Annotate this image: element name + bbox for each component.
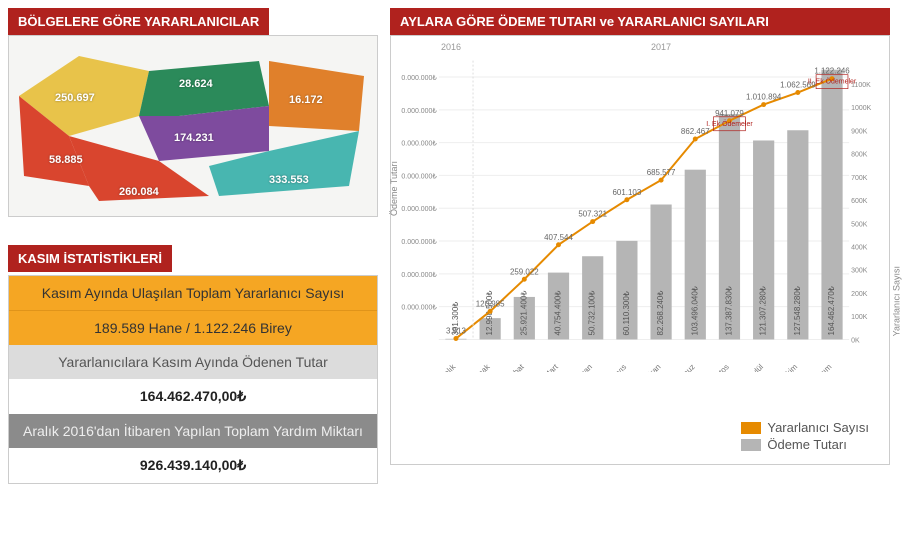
svg-text:60.110.300₺: 60.110.300₺ xyxy=(622,291,631,335)
combo-chart: 20.000.000₺ 40.000.000₺ 60.000.000₺ 80.000.… xyxy=(401,42,879,372)
svg-text:40.000.000₺: 40.000.000₺ xyxy=(401,271,437,279)
svg-text:200K: 200K xyxy=(851,291,868,298)
svg-text:120.985: 120.985 xyxy=(476,299,505,308)
line-point xyxy=(488,309,493,314)
svg-text:1000K: 1000K xyxy=(851,105,872,112)
svg-text:140.000.000₺: 140.000.000₺ xyxy=(401,107,437,115)
map-header: BÖLGELERE GÖRE YARARLANICILAR xyxy=(8,8,269,35)
line-point xyxy=(795,90,800,95)
svg-text:Şubat: Şubat xyxy=(505,362,527,372)
stats-header: KASIM İSTATİSTİKLERİ xyxy=(8,245,172,272)
svg-text:900K: 900K xyxy=(851,128,868,135)
turkey-map xyxy=(9,36,377,216)
svg-text:40.754.400₺: 40.754.400₺ xyxy=(553,291,562,336)
svg-text:3.913: 3.913 xyxy=(446,327,466,336)
svg-text:100.000.000₺: 100.000.000₺ xyxy=(401,172,437,180)
svg-text:685.577: 685.577 xyxy=(647,168,676,177)
right-column: AYLARA GÖRE ÖDEME TUTARI ve YARARLANICI … xyxy=(390,8,890,465)
legend-swatch xyxy=(741,422,761,434)
svg-text:137.387.830₺: 137.387.830₺ xyxy=(724,286,733,335)
stats-row: Yararlanıcılara Kasım Ayında Ödenen Tuta… xyxy=(9,345,377,379)
svg-text:I. Ek Ödemeler: I. Ek Ödemeler xyxy=(706,120,753,128)
stats-box: Kasım Ayında Ulaşılan Toplam Yararlanıcı… xyxy=(8,275,378,484)
svg-text:60.000.000₺: 60.000.000₺ xyxy=(401,238,437,246)
svg-text:Ekim: Ekim xyxy=(780,362,799,372)
svg-text:500K: 500K xyxy=(851,221,868,228)
line-point xyxy=(522,277,527,282)
svg-text:120.000.000₺: 120.000.000₺ xyxy=(401,140,437,148)
year-label-2017: 2017 xyxy=(651,42,671,52)
map-region-label: 16.172 xyxy=(289,94,323,106)
svg-text:600K: 600K xyxy=(851,198,868,205)
axis-label-left: Ödeme Tutarı xyxy=(389,161,399,216)
svg-text:Eylül: Eylül xyxy=(747,362,766,372)
svg-text:407.544: 407.544 xyxy=(544,233,573,242)
left-column: BÖLGELERE GÖRE YARARLANICILAR 250.697 28.… xyxy=(8,8,378,484)
svg-text:Mart: Mart xyxy=(542,362,560,372)
svg-text:127.548.280₺: 127.548.280₺ xyxy=(793,286,802,335)
map-region-label: 58.885 xyxy=(49,154,83,166)
chart-wrap: 2016 2017 Ödeme Tutarı Yararlanıcı Sayıs… xyxy=(390,35,890,465)
line-point xyxy=(453,336,458,341)
legend-label: Yararlanıcı Sayısı xyxy=(767,420,869,435)
svg-text:259.022: 259.022 xyxy=(510,267,539,276)
svg-text:80.000.000₺: 80.000.000₺ xyxy=(401,205,437,213)
line-point xyxy=(624,197,629,202)
svg-text:82.268.240₺: 82.268.240₺ xyxy=(656,291,665,336)
svg-text:862.467: 862.467 xyxy=(681,127,710,136)
svg-text:Ocak: Ocak xyxy=(472,362,492,372)
svg-text:25.921.400₺: 25.921.400₺ xyxy=(519,291,528,336)
svg-text:121.307.280₺: 121.307.280₺ xyxy=(759,286,768,335)
stats-row: 926.439.140,00₺ xyxy=(9,448,377,483)
svg-text:300K: 300K xyxy=(851,268,868,275)
svg-text:164.462.470₺: 164.462.470₺ xyxy=(827,286,836,335)
svg-text:160.000.000₺: 160.000.000₺ xyxy=(401,74,437,82)
svg-text:400K: 400K xyxy=(851,244,868,251)
map-region-label: 28.624 xyxy=(179,78,213,90)
svg-text:50.732.100₺: 50.732.100₺ xyxy=(588,291,597,336)
svg-text:Ağustos: Ağustos xyxy=(704,362,731,372)
legend-label: Ödeme Tutarı xyxy=(767,437,846,452)
svg-text:Haziran: Haziran xyxy=(637,362,663,372)
line-point xyxy=(556,242,561,247)
svg-text:700K: 700K xyxy=(851,175,868,182)
year-label-2016: 2016 xyxy=(441,42,461,52)
line-point xyxy=(693,137,698,142)
svg-text:Temmuz: Temmuz xyxy=(669,362,697,372)
stats-row: 189.589 Hane / 1.122.246 Birey xyxy=(9,310,377,345)
stats-row: Kasım Ayında Ulaşılan Toplam Yararlanıcı… xyxy=(9,276,377,310)
legend-item: Yararlanıcı Sayısı xyxy=(741,420,869,435)
svg-text:103.496.040₺: 103.496.040₺ xyxy=(690,286,699,335)
map-box: 250.697 28.624 16.172 174.231 58.885 260.084 3… xyxy=(8,35,378,217)
axis-label-right: Yararlanıcı Sayısı xyxy=(891,266,901,336)
svg-text:Kasım: Kasım xyxy=(811,362,834,372)
svg-text:0K: 0K xyxy=(851,337,860,344)
map-region-label: 174.231 xyxy=(174,132,214,144)
legend-swatch xyxy=(741,439,761,451)
chart-header: AYLARA GÖRE ÖDEME TUTARI ve YARARLANICI … xyxy=(390,8,890,35)
dashboard: BÖLGELERE GÖRE YARARLANICILAR 250.697 28.… xyxy=(0,0,903,547)
map-region-label: 250.697 xyxy=(55,92,95,104)
line-point xyxy=(590,219,595,224)
svg-text:Nisan: Nisan xyxy=(573,362,594,372)
line-point xyxy=(761,102,766,107)
svg-text:Aralık: Aralık xyxy=(437,362,458,372)
svg-text:1.010.894: 1.010.894 xyxy=(746,93,782,102)
svg-text:20.000.000₺: 20.000.000₺ xyxy=(401,304,437,312)
svg-text:100K: 100K xyxy=(851,314,868,321)
svg-text:601.103: 601.103 xyxy=(613,188,642,197)
svg-text:800K: 800K xyxy=(851,152,868,159)
stats-row: 164.462.470,00₺ xyxy=(9,379,377,414)
svg-text:507.321: 507.321 xyxy=(578,210,607,219)
legend-item: Ödeme Tutarı xyxy=(741,437,869,452)
svg-text:II. Ek Ödemeler: II. Ek Ödemeler xyxy=(808,78,857,86)
map-region-label: 260.084 xyxy=(119,186,159,198)
map-region-label: 333.553 xyxy=(269,174,309,186)
chart-legend: Yararlanıcı Sayısı Ödeme Tutarı xyxy=(741,418,869,454)
svg-text:Mayıs: Mayıs xyxy=(607,362,628,372)
stats-row: Aralık 2016'dan İtibaren Yapılan Toplam … xyxy=(9,414,377,448)
line-point xyxy=(659,178,664,183)
